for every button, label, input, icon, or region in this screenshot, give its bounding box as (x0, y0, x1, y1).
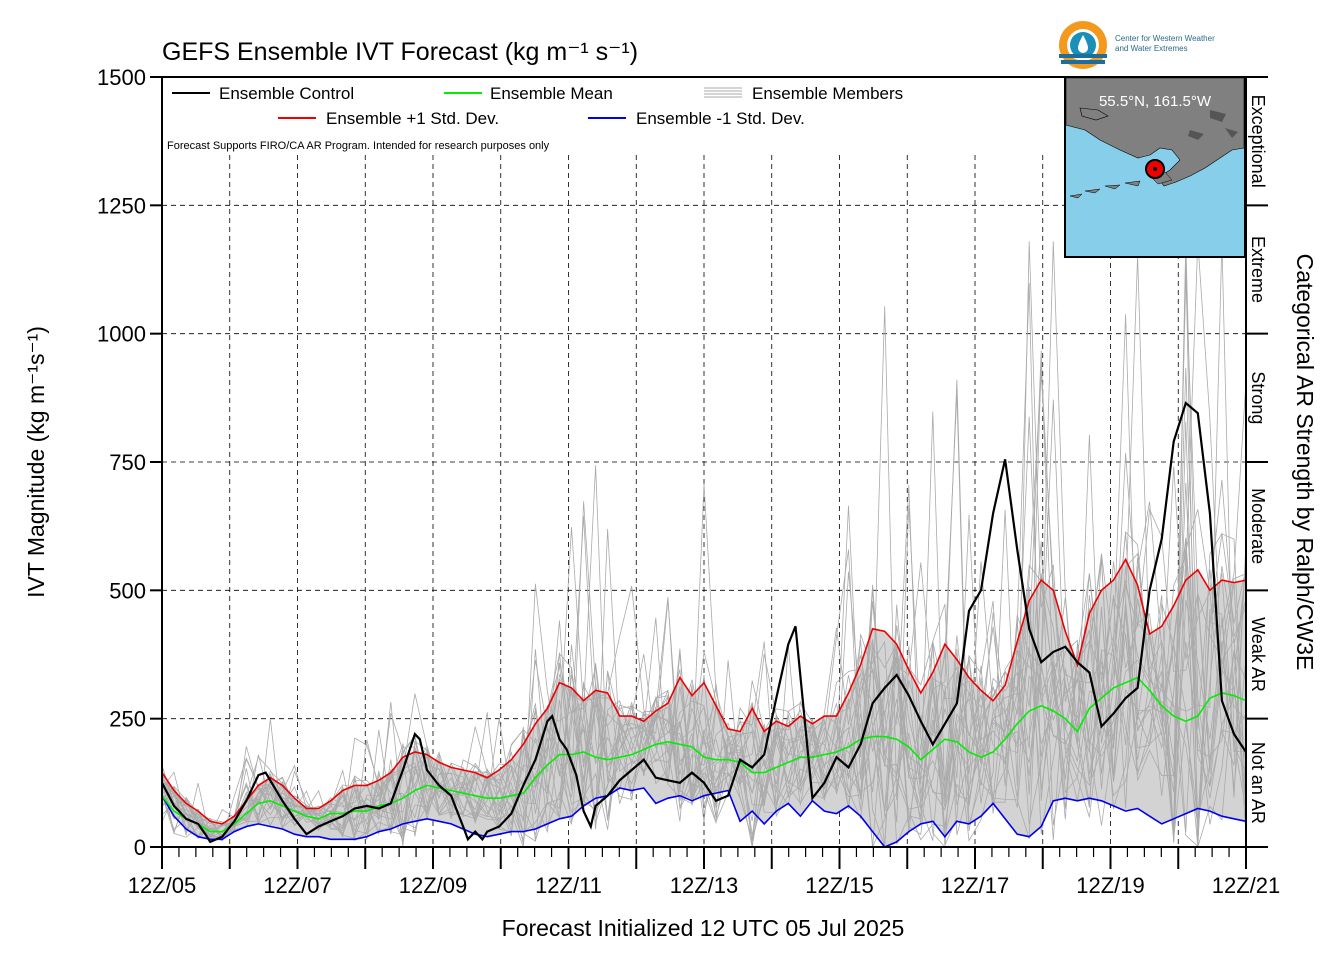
x-tick-label: 12Z/15 (805, 873, 874, 898)
legend-mean: Ensemble Mean (490, 84, 613, 103)
research-note: Forecast Supports FIRO/CA AR Program. In… (167, 140, 550, 152)
y-tick-label: 1500 (97, 65, 146, 90)
member-line (161, 567, 1247, 848)
member-line (161, 241, 1247, 848)
legend-control: Ensemble Control (219, 84, 354, 103)
x-tick-label: 12Z/17 (941, 873, 1010, 898)
y-tick-label: 750 (109, 450, 146, 475)
y-tick-label: 1000 (97, 322, 146, 347)
x-tick-label: 12Z/05 (128, 873, 197, 898)
y-axis-label: IVT Magnitude (kg m⁻¹s⁻¹) (23, 326, 49, 598)
y-tick-label: 1250 (97, 193, 146, 218)
cw3e-logo: Center for Western Weather and Water Ext… (1059, 21, 1215, 69)
member-line (161, 241, 1247, 842)
x-tick-label: 12Z/13 (670, 873, 739, 898)
member-line (161, 241, 1247, 848)
category-label: Strong (1248, 371, 1268, 424)
series-lines (161, 401, 1247, 848)
location-map: 55.5°N, 161.5°W (1064, 76, 1246, 258)
member-line (161, 241, 1247, 839)
x-axis: 12Z/05 12Z/07 12Z/09 12Z/11 12Z/13 12Z/15 12Z/… (128, 847, 1281, 898)
y-axis: 0 250 500 750 1000 1250 1500 (97, 65, 162, 860)
y-tick-label: 250 (109, 707, 146, 732)
legend: Ensemble Control Ensemble Mean Ensemble … (166, 80, 1056, 154)
x-tick-label: 12Z/19 (1076, 873, 1145, 898)
y-tick-label: 0 (134, 835, 146, 860)
right-axis-label: Categorical AR Strength by Ralph/CW3E (1292, 254, 1318, 671)
x-tick-label: 12Z/09 (399, 873, 468, 898)
category-label: Moderate (1248, 488, 1268, 564)
logo-text-line2: and Water Extremes (1115, 44, 1188, 53)
x-tick-label: 12Z/21 (1212, 873, 1281, 898)
chart-title: GEFS Ensemble IVT Forecast (kg m⁻¹ s⁻¹) (162, 38, 638, 66)
control-line (161, 401, 1247, 844)
x-tick-label: 12Z/11 (535, 873, 602, 898)
member-line (161, 479, 1247, 841)
member-line (161, 557, 1247, 840)
category-label: Exceptional (1248, 95, 1268, 188)
x-axis-label: Forecast Initialized 12 UTC 05 Jul 2025 (502, 915, 905, 941)
x-tick-label: 12Z/07 (263, 873, 332, 898)
category-label: Extreme (1248, 236, 1268, 303)
plus-std-line (161, 557, 1247, 825)
member-line (161, 257, 1247, 848)
member-line (161, 283, 1247, 848)
category-label: Not an AR (1248, 742, 1268, 824)
std-band-fill (162, 559, 1246, 847)
legend-minus-std: Ensemble -1 Std. Dev. (636, 109, 805, 128)
y-tick-label: 500 (109, 578, 146, 603)
category-label: Weak AR (1248, 617, 1268, 692)
map-location-label: 55.5°N, 161.5°W (1099, 93, 1212, 110)
category-axis: Not an AR Weak AR Moderate Strong Extreme Exc… (1246, 76, 1268, 848)
minus-std-line (161, 787, 1247, 848)
legend-members: Ensemble Members (752, 84, 903, 103)
std-dev-band (162, 559, 1246, 847)
logo-text-line1: Center for Western Weather (1115, 34, 1215, 43)
member-line (161, 393, 1247, 842)
mean-line (161, 676, 1247, 833)
legend-plus-std: Ensemble +1 Std. Dev. (326, 109, 499, 128)
